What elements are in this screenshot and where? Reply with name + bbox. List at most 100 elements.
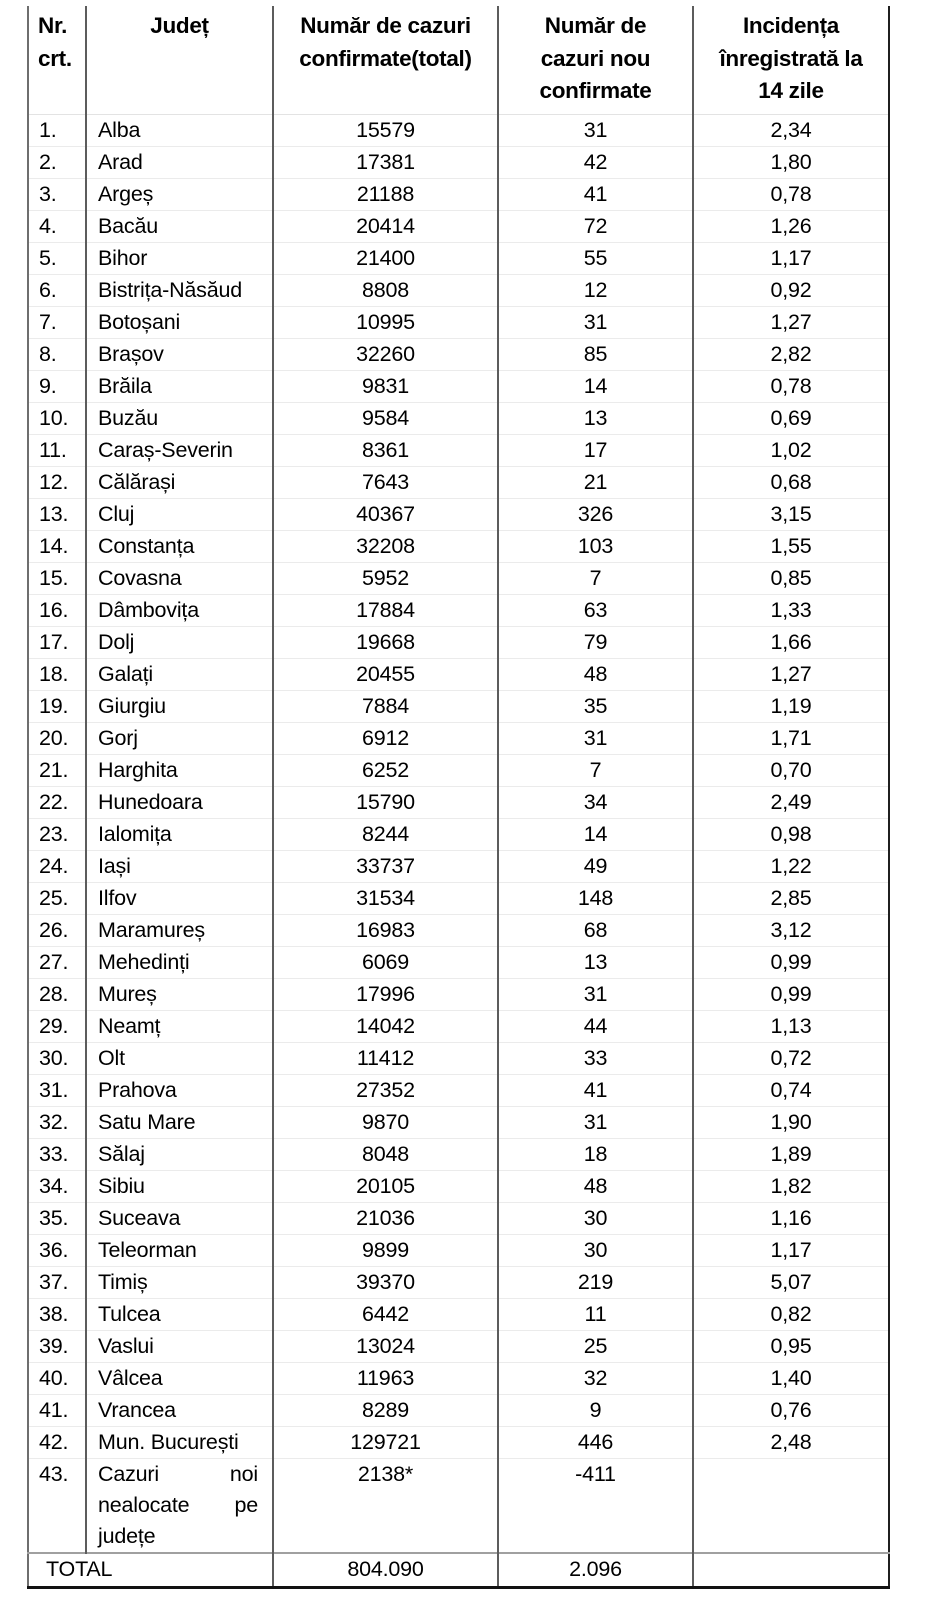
cell-incidence: 0,68 — [692, 466, 889, 498]
cell-row-number: 10. — [39, 405, 69, 430]
cell-row-number: 29. — [39, 1013, 69, 1038]
cell-row-number: 12. — [39, 469, 69, 494]
cell-new-cases: 34 — [497, 786, 693, 818]
cell-new-cases: 31 — [497, 306, 693, 338]
cell-incidence: 0,85 — [692, 562, 889, 594]
cell-county-name: Mehedinți — [85, 946, 273, 978]
table-body: 1. Alba 15579 31 2,34 2. Arad 17381 42 1… — [28, 114, 889, 1553]
table-row: 37. Timiș 39370 219 5,07 — [28, 1266, 889, 1298]
cell-new-cases: 326 — [497, 498, 693, 530]
cell-confirmed-total: 17381 — [272, 146, 498, 178]
cell-new-cases: 72 — [497, 210, 693, 242]
cell-confirmed-total: 9870 — [272, 1106, 498, 1138]
header-row: Nr. crt. Județ Număr de cazuri confirmat… — [28, 6, 889, 114]
cell-row-number: 26. — [39, 917, 69, 942]
cell-incidence: 1,40 — [692, 1362, 889, 1394]
cell-county-name: Gorj — [85, 722, 273, 754]
table-row: 8. Brașov 32260 85 2,82 — [28, 338, 889, 370]
cell-confirmed-total: 27352 — [272, 1074, 498, 1106]
cell-county-name: Maramureș — [85, 914, 273, 946]
cell-confirmed-total: 33737 — [272, 850, 498, 882]
cell-row-number: 24. — [39, 853, 69, 878]
cell-row-number: 13. — [39, 501, 69, 526]
cell-confirmed-total: 7884 — [272, 690, 498, 722]
table-row: 19. Giurgiu 7884 35 1,19 — [28, 690, 889, 722]
cell-incidence — [692, 1458, 889, 1553]
cell-new-cases: 48 — [497, 658, 693, 690]
table-row: 39. Vaslui 13024 25 0,95 — [28, 1330, 889, 1362]
cell-new-cases: -411 — [497, 1458, 693, 1553]
cell-confirmed-total: 32208 — [272, 530, 498, 562]
cell-county-name: Dâmbovița — [85, 594, 273, 626]
cell-incidence: 0,76 — [692, 1394, 889, 1426]
cell-incidence: 1,66 — [692, 626, 889, 658]
cell-incidence: 0,95 — [692, 1330, 889, 1362]
cell-row-number: 5. — [39, 245, 57, 270]
cell-confirmed-total: 16983 — [272, 914, 498, 946]
table-row: 25. Ilfov 31534 148 2,85 — [28, 882, 889, 914]
cell-county-name: Alba — [85, 114, 273, 146]
cell-confirmed-total: 31534 — [272, 882, 498, 914]
table-row: 41. Vrancea 8289 9 0,76 — [28, 1394, 889, 1426]
table-row: 35. Suceava 21036 30 1,16 — [28, 1202, 889, 1234]
cell-row-number: 16. — [39, 597, 69, 622]
cell-new-cases: 31 — [497, 722, 693, 754]
cell-county-name: Timiș — [85, 1266, 273, 1298]
table-row: 24. Iași 33737 49 1,22 — [28, 850, 889, 882]
cell-county-name: Vrancea — [85, 1394, 273, 1426]
cell-confirmed-total: 13024 — [272, 1330, 498, 1362]
cell-incidence: 0,92 — [692, 274, 889, 306]
cell-county-name: Botoșani — [85, 306, 273, 338]
cell-county-name: Galați — [85, 658, 273, 690]
cell-county-name: Bihor — [85, 242, 273, 274]
cell-incidence: 0,98 — [692, 818, 889, 850]
cell-new-cases: 49 — [497, 850, 693, 882]
cell-incidence: 1,89 — [692, 1138, 889, 1170]
cell-incidence: 0,78 — [692, 178, 889, 210]
cell-confirmed-total: 129721 — [272, 1426, 498, 1458]
cell-county-name: Neamț — [85, 1010, 273, 1042]
cell-county-name: Dolj — [85, 626, 273, 658]
cell-new-cases: 85 — [497, 338, 693, 370]
cell-row-number: 41. — [39, 1397, 69, 1422]
cell-incidence: 1,55 — [692, 530, 889, 562]
cell-row-number: 38. — [39, 1301, 69, 1326]
cell-confirmed-total: 17996 — [272, 978, 498, 1010]
cell-new-cases: 219 — [497, 1266, 693, 1298]
cell-new-cases: 44 — [497, 1010, 693, 1042]
cell-confirmed-total: 9899 — [272, 1234, 498, 1266]
cell-incidence: 1,19 — [692, 690, 889, 722]
cell-confirmed-total: 32260 — [272, 338, 498, 370]
table-row: 38. Tulcea 6442 11 0,82 — [28, 1298, 889, 1330]
cell-confirmed-total: 6912 — [272, 722, 498, 754]
table-header: Nr. crt. Județ Număr de cazuri confirmat… — [28, 6, 889, 114]
cell-new-cases: 31 — [497, 1106, 693, 1138]
table-row: 6. Bistrița-Năsăud 8808 12 0,92 — [28, 274, 889, 306]
table-row: 20. Gorj 6912 31 1,71 — [28, 722, 889, 754]
cell-incidence: 2,85 — [692, 882, 889, 914]
table-row: 3. Argeș 21188 41 0,78 — [28, 178, 889, 210]
cell-row-number: 34. — [39, 1173, 69, 1198]
cell-confirmed-total: 2138* — [272, 1458, 498, 1553]
cell-incidence: 2,34 — [692, 114, 889, 146]
cell-incidence: 1,82 — [692, 1170, 889, 1202]
table-row: 9. Brăila 9831 14 0,78 — [28, 370, 889, 402]
cell-county-name: Giurgiu — [85, 690, 273, 722]
cell-incidence: 1,27 — [692, 306, 889, 338]
cell-confirmed-total: 19668 — [272, 626, 498, 658]
covid-county-table: Nr. crt. Județ Număr de cazuri confirmat… — [27, 6, 890, 1589]
cell-row-number: 18. — [39, 661, 69, 686]
cell-new-cases: 41 — [497, 178, 693, 210]
cell-new-cases: 31 — [497, 978, 693, 1010]
cell-row-number: 32. — [39, 1109, 69, 1134]
cell-row-number: 42. — [39, 1429, 69, 1454]
cell-incidence: 0,99 — [692, 978, 889, 1010]
cell-new-cases: 7 — [497, 562, 693, 594]
table-row: 10. Buzău 9584 13 0,69 — [28, 402, 889, 434]
cell-confirmed-total: 11963 — [272, 1362, 498, 1394]
cell-confirmed-total: 15579 — [272, 114, 498, 146]
cell-row-number: 6. — [39, 277, 57, 302]
cell-county-name: Ialomița — [85, 818, 273, 850]
cell-incidence: 1,17 — [692, 1234, 889, 1266]
cell-incidence: 2,49 — [692, 786, 889, 818]
